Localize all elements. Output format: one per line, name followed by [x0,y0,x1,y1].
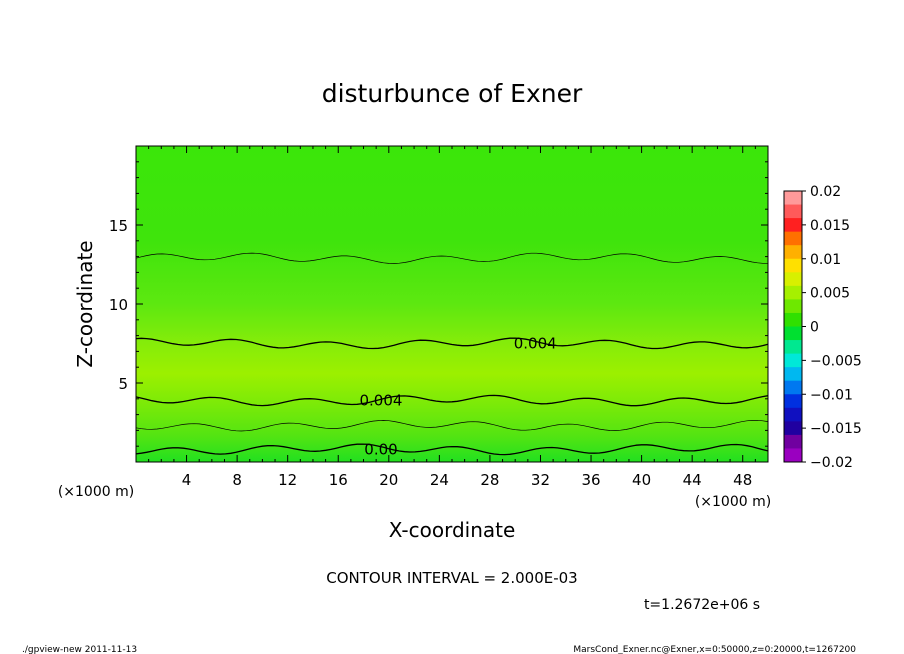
y-axis-label: Z-coordinate [73,240,97,367]
contour-line [135,337,769,350]
colorbar-swatch [784,394,802,409]
x-tick-label: 32 [531,471,550,489]
colorbar-swatch [784,326,802,341]
colorbar-swatch [784,204,802,219]
footer-right: MarsCond_Exner.nc@Exner,x=0:50000,z=0:20… [573,645,856,654]
colorbar-swatch [784,258,802,273]
x-axis-label: X-coordinate [389,518,516,542]
colorbar-swatch [784,367,802,382]
colorbar-swatch [784,285,802,300]
x-tick-label: 20 [379,471,398,489]
x-tick-label: 24 [430,471,449,489]
colorbar-swatch [784,218,802,233]
contour-interval-text: CONTOUR INTERVAL = 2.000E-03 [326,569,577,587]
x-tick-label: 44 [683,471,702,489]
colorbar-tick-label: 0.015 [810,218,850,234]
colorbar-tick-label: 0.005 [810,286,850,302]
colorbar-swatch [784,231,802,246]
contour-line [135,443,769,456]
colorbar-tick-label: −0.01 [810,387,853,403]
time-text: t=1.2672e+06 s [644,597,760,613]
y-axis-unit: (×1000 m) [58,484,134,500]
contour-label: 0.004 [514,335,557,353]
x-tick-label: 8 [232,471,242,489]
colorbar-tick-label: 0.01 [810,252,841,268]
y-tick-label: 15 [109,217,128,235]
x-tick-label: 48 [733,471,752,489]
colorbar-swatch [784,407,802,422]
x-tick-label: 16 [329,471,348,489]
footer-left: ./gpview-new 2011-11-13 [22,645,137,654]
colorbar: 0.02 0.015 0.01 0.005 0 −0.005 −0.01 −0.015 −0.0… [783,184,862,471]
colorbar-swatch [784,380,802,395]
x-tick-label: 4 [182,471,192,489]
contour-line [135,252,768,264]
y-tick-label: 10 [109,296,128,314]
colorbar-swatch [784,340,802,355]
chart-title: disturbunce of Exner [322,79,583,108]
colorbar-swatch [784,434,802,449]
x-axis-unit: (×1000 m) [695,494,771,510]
colorbar-swatch [784,448,802,463]
colorbar-swatch [784,421,802,436]
x-tick-label: 28 [480,471,499,489]
colorbar-tick-label: −0.015 [810,421,862,437]
contour-label: 0.00 [364,440,397,458]
x-tick-label: 40 [632,471,651,489]
colorbar-tick-label: −0.005 [810,353,862,369]
colorbar-tick-label: 0.02 [810,184,841,200]
contour-line [135,394,769,407]
x-tick-label: 12 [278,471,297,489]
colorbar-tick-label: 0 [810,320,819,336]
contour-label: 0.004 [360,391,403,409]
x-tick-label: 36 [581,471,600,489]
plot-field [136,146,768,462]
colorbar-swatch [784,299,802,314]
contour-lines: 0.004 0.004 0.00 [135,252,769,458]
colorbar-swatch [784,191,802,206]
colorbar-swatch [784,272,802,287]
colorbar-swatch [784,312,802,327]
colorbar-tick-label: −0.02 [810,455,853,471]
plot-frame [135,145,769,463]
colorbar-swatch [784,245,802,260]
y-tick-label: 5 [118,375,128,393]
contour-line [135,419,769,432]
colorbar-swatch [784,353,802,368]
